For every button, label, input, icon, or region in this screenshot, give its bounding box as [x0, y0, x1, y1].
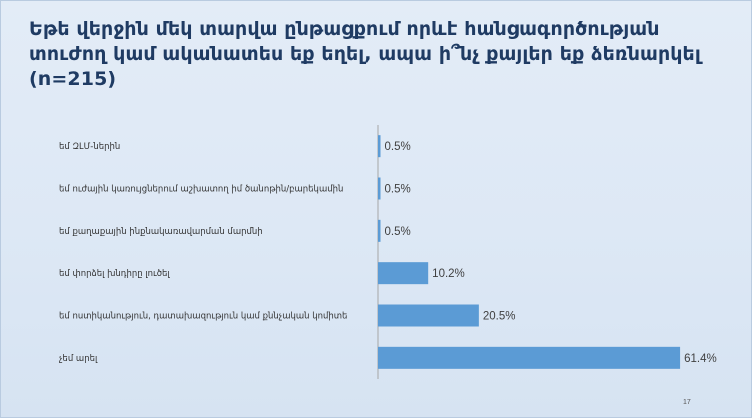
data-label: 20.5%	[483, 311, 516, 323]
data-label: 0.5%	[385, 184, 411, 196]
category-label: չեմ արել	[59, 354, 98, 364]
category-label: եմ ուժային կառույցներում աշխատող իմ ծանո…	[59, 185, 343, 195]
bar	[378, 135, 381, 158]
bar	[378, 346, 681, 369]
category-label: եմ ոստիկանություն, դատախազություն կամ քն…	[59, 312, 347, 322]
bar	[378, 219, 381, 242]
page-number: 17	[683, 399, 691, 406]
bar	[378, 262, 429, 285]
category-label: եմ ԶԼՄ-ներին	[59, 142, 120, 152]
data-label: 61.4%	[684, 353, 717, 365]
bar	[378, 177, 381, 200]
category-label: եմ քաղաքային ինքնակառավարման մարմնի	[59, 227, 263, 237]
bar	[378, 304, 479, 327]
data-label: 0.5%	[385, 226, 411, 238]
category-label: եմ փորձել խնդիրը լուծել	[59, 269, 170, 279]
data-label: 10.2%	[432, 268, 465, 280]
chart-title: Եթե վերջին մեկ տարվա ընթացքում որևէ հանց…	[29, 18, 701, 90]
data-label: 0.5%	[385, 141, 411, 153]
